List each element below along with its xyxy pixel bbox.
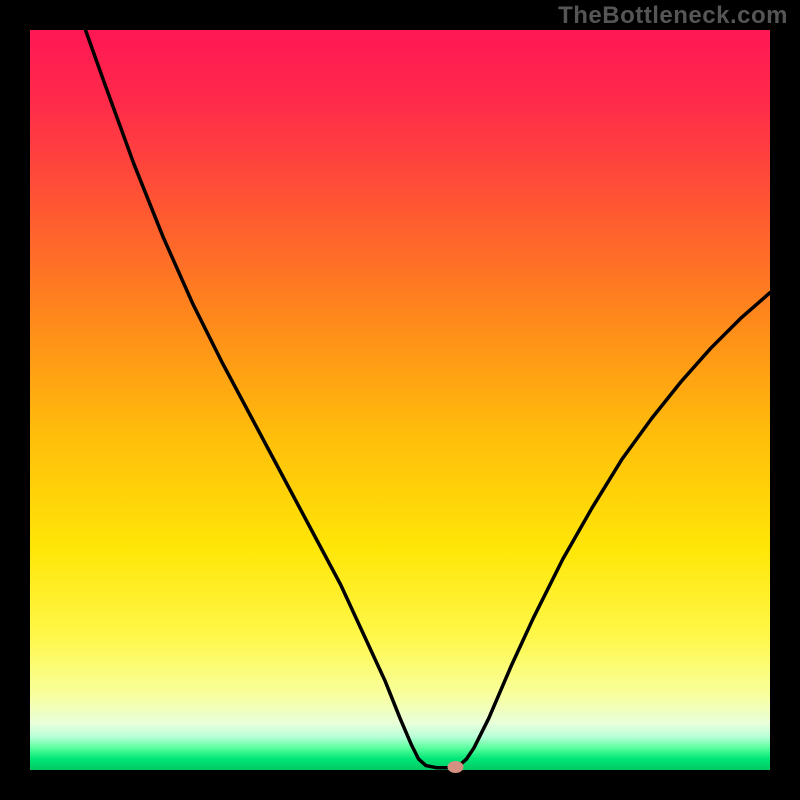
plot-background-gradient bbox=[30, 30, 770, 770]
optimal-point-marker bbox=[448, 761, 464, 773]
watermark-text: TheBottleneck.com bbox=[558, 2, 788, 30]
chart-container: TheBottleneck.com bbox=[0, 0, 800, 800]
chart-svg bbox=[0, 0, 800, 800]
